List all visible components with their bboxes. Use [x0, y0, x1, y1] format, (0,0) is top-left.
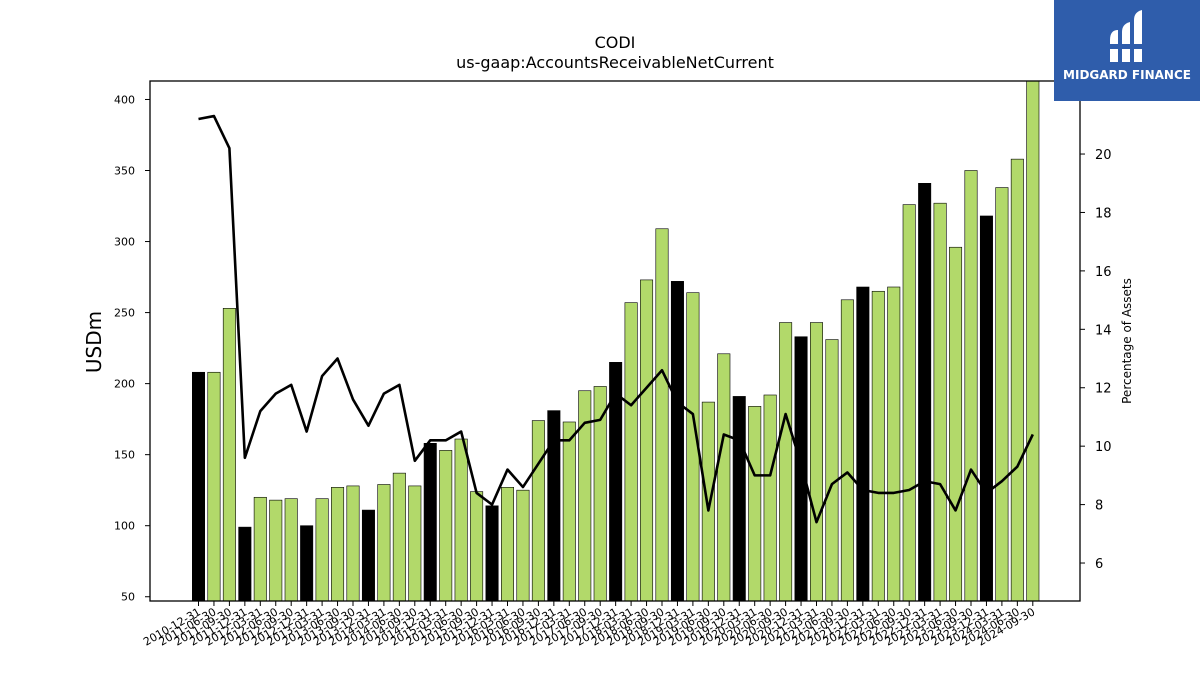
bar — [979, 215, 993, 602]
y-tick-label: 350 — [114, 165, 135, 178]
bar — [918, 183, 932, 602]
bar — [562, 421, 576, 602]
y-axis-label: USDm — [82, 311, 106, 373]
axes-layer: 5010015020025030035040068101214161820201… — [114, 80, 1112, 649]
y2-tick-label: 16 — [1095, 265, 1112, 280]
bar — [192, 371, 206, 602]
y2-tick-label: 20 — [1095, 148, 1112, 163]
y-tick-label: 300 — [114, 236, 135, 249]
y2-tick-label: 12 — [1095, 382, 1112, 397]
bar — [902, 204, 916, 602]
bar — [423, 442, 437, 602]
chart-title: CODI — [594, 33, 636, 52]
bar — [269, 499, 283, 602]
bar — [887, 286, 901, 602]
y-tick-label: 200 — [114, 378, 135, 391]
bar — [1010, 158, 1024, 602]
bar — [624, 302, 638, 602]
bar — [779, 322, 793, 602]
bar — [377, 484, 391, 602]
bar — [949, 246, 963, 602]
bar — [701, 401, 715, 602]
brand-logo: MIDGARD FINANCE — [1054, 0, 1200, 101]
bar — [253, 496, 267, 602]
bar — [470, 491, 484, 602]
bar — [439, 450, 453, 602]
y-tick-label: 400 — [114, 93, 135, 106]
bar — [284, 498, 298, 602]
bar — [809, 322, 823, 602]
bar — [315, 498, 329, 602]
line-layer — [198, 114, 1034, 524]
chart-subtitle: us-gaap:AccountsReceivableNetCurrent — [456, 53, 774, 72]
bar — [933, 202, 947, 602]
plot-frame — [149, 80, 1081, 602]
bar — [454, 438, 468, 602]
bar — [1026, 80, 1040, 602]
bar — [300, 525, 314, 602]
y-tick-label: 50 — [121, 591, 135, 604]
bar — [871, 290, 885, 602]
bar — [392, 472, 406, 602]
y2-axis-label: Percentage of Assets — [1120, 278, 1134, 404]
y2-tick-label: 14 — [1095, 323, 1112, 338]
bars-layer — [192, 80, 1040, 602]
bar — [531, 420, 545, 602]
y2-tick-label: 18 — [1095, 206, 1112, 221]
bar — [331, 487, 345, 602]
bar — [763, 394, 777, 602]
y2-tick-label: 6 — [1095, 557, 1103, 572]
bar — [346, 485, 360, 602]
bar — [655, 228, 669, 602]
y2-tick-label: 8 — [1095, 499, 1103, 514]
bar — [748, 406, 762, 602]
bar — [840, 299, 854, 602]
bar — [964, 170, 978, 602]
bar — [717, 353, 731, 602]
bar — [516, 489, 530, 602]
bar — [794, 336, 808, 602]
bar — [670, 281, 684, 602]
bar — [222, 308, 236, 602]
bar — [995, 187, 1009, 602]
logo-text: MIDGARD FINANCE — [1063, 68, 1191, 82]
bar — [485, 505, 499, 602]
y-tick-label: 250 — [114, 307, 135, 320]
bar — [825, 339, 839, 602]
bar — [856, 286, 870, 602]
bar — [640, 279, 654, 602]
midgard-logo-icon — [1108, 10, 1146, 62]
y2-tick-label: 10 — [1095, 440, 1112, 455]
bar — [732, 396, 746, 602]
bar — [361, 509, 375, 602]
bar — [408, 485, 422, 602]
y-tick-label: 100 — [114, 520, 135, 533]
percentage-line — [198, 114, 1034, 524]
bar — [207, 371, 221, 602]
bar — [238, 526, 252, 602]
bar — [500, 487, 514, 602]
y-tick-label: 150 — [114, 449, 135, 462]
